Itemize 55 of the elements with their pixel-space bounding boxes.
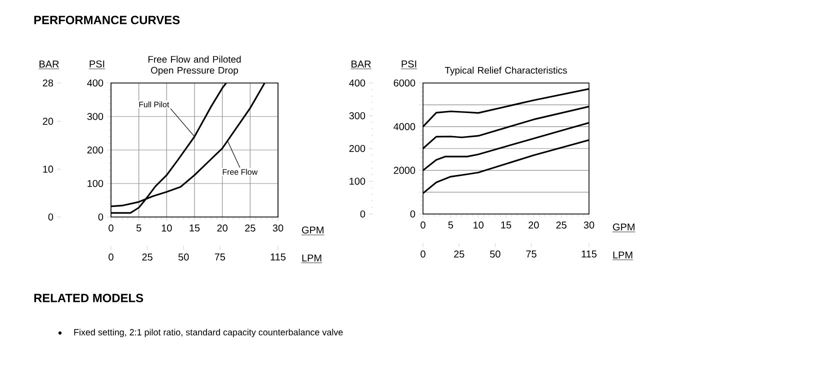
y2-tick-label: 0	[360, 210, 366, 218]
text: Fixed setting, 2:1 pilot ratio, standard capacity counterbalance valve	[74, 328, 343, 338]
chart-title: Typical Relief Characteristics	[444, 66, 567, 76]
y2-tick-label: 300	[349, 112, 366, 120]
y2-tick-label: 400	[349, 79, 366, 87]
x2-tick-label: 50	[490, 250, 500, 258]
chart-title: Free Flow and Piloted Open Pressure Drop	[148, 56, 241, 76]
x-axis-title: GPM	[613, 223, 634, 231]
text: RELATED MODELS	[34, 294, 144, 302]
y2-tick-label: 100	[350, 178, 366, 185]
x2-tick-label: 25	[454, 250, 464, 258]
x-tick-label: 0	[108, 224, 114, 232]
y2-tick-label: 200	[349, 144, 366, 152]
y-tick-label: 0	[410, 210, 416, 218]
y-axis-title: PSI	[402, 60, 416, 68]
x2-tick-label: 115	[582, 250, 597, 258]
x-tick-label: 25	[245, 224, 256, 232]
y-tick-label: 300	[87, 112, 104, 120]
y2-tick-label: 0	[48, 213, 54, 221]
y2-tick-label: 10	[43, 166, 54, 173]
x-tick-label: 30	[584, 222, 594, 229]
x-tick-label: 20	[217, 224, 228, 232]
x-tick-label: 15	[190, 224, 200, 232]
y-tick-label: 100	[88, 180, 104, 188]
text: PERFORMANCE CURVES	[34, 16, 180, 24]
x2-tick-label: 50	[178, 254, 189, 261]
x2-tick-label: 75	[214, 254, 226, 260]
y2-tick-label: 20	[42, 118, 54, 125]
x-tick-label: 5	[448, 222, 454, 228]
y-tick-label: 2000	[394, 166, 416, 174]
y-tick-label: 400	[87, 79, 104, 87]
y-tick-label: 6000	[394, 79, 416, 87]
x-tick-label: 10	[162, 224, 172, 232]
x2-tick-label: 0	[108, 254, 114, 261]
y-axis-title: PSI	[90, 60, 104, 68]
x-tick-label: 10	[474, 222, 484, 229]
x-tick-label: 15	[501, 222, 512, 228]
y-tick-label: 200	[87, 146, 104, 154]
x-tick-label: 30	[272, 224, 284, 232]
x-tick-label: 0	[420, 222, 426, 229]
x2-tick-label: 115	[270, 254, 286, 260]
x2-tick-label: 75	[526, 250, 536, 258]
x-axis-title: GPM	[302, 226, 324, 234]
y2-axis-title: BAR	[40, 60, 59, 68]
y2-axis-title: BAR	[352, 60, 371, 68]
x2-axis-title: LPM	[613, 252, 632, 258]
x-tick-label: 25	[556, 222, 566, 229]
x-tick-label: 5	[136, 224, 142, 232]
y-tick-label: 4000	[394, 123, 416, 130]
x2-tick-label: 0	[420, 250, 426, 258]
x-tick-label: 20	[528, 222, 539, 229]
y-tick-label: 0	[98, 213, 104, 221]
x2-axis-title: LPM	[302, 254, 322, 262]
x2-tick-label: 25	[142, 254, 152, 261]
y2-tick-label: 28	[42, 79, 54, 87]
